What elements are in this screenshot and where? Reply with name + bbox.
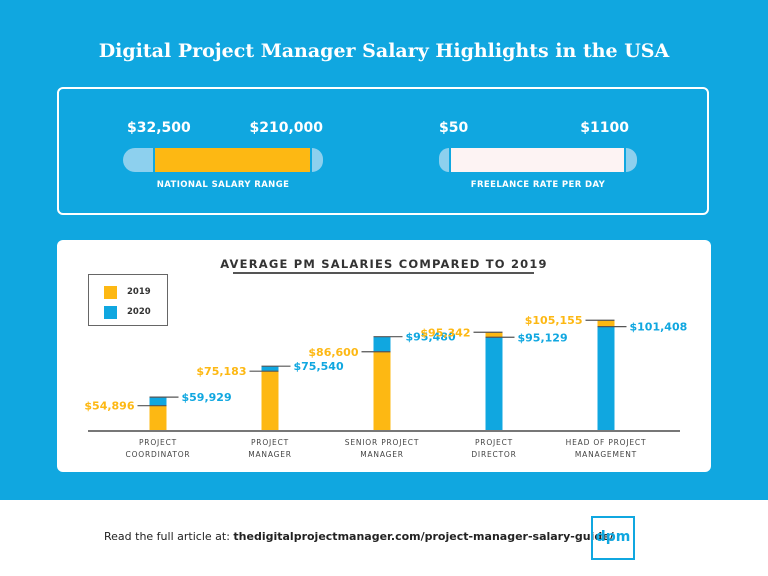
data-label-2019: $105,155 [525,314,583,327]
data-label-2019: $54,896 [84,400,134,413]
bar-segment-base [261,371,279,431]
bar-segment-base [149,405,167,431]
bar-segment-top [149,397,167,406]
salary-highlights-box [57,87,709,215]
category-label: MANAGER [248,450,292,459]
bar-segment-top [597,320,615,327]
range-bar-right-cap [626,148,637,172]
category-label: PROJECT [139,438,177,447]
range-low-value: $32,500 [127,120,191,136]
category-label: SENIOR PROJECT [345,438,419,447]
category-label: HEAD OF PROJECT [566,438,647,447]
range-low-value: $50 [439,120,469,136]
range-bar [123,148,323,172]
category-label: MANAGER [360,450,404,459]
data-label-2020: $75,540 [294,360,344,373]
range-label: FREELANCE RATE PER DAY [470,180,606,190]
category-label: DIRECTOR [471,450,516,459]
category-label: PROJECT [475,438,513,447]
bar-segment-top [261,366,279,372]
category-label: PROJECT [251,438,289,447]
range-bar-left-cap [439,148,449,172]
data-label-2019: $86,600 [308,346,358,359]
legend-label-2019: 2019 [127,287,151,297]
bar-segment-base [485,337,503,431]
legend-swatch-2019 [104,286,117,299]
range-high-value: $1100 [580,120,629,136]
footer-text: Read the full article at: thedigitalproj… [104,530,614,543]
data-label-2020: $59,929 [182,391,232,404]
legend-swatch-2020 [104,306,117,319]
data-label-2019: $95,342 [420,326,470,339]
range-bar-fill [155,148,310,172]
data-label-2020: $95,480 [406,331,456,344]
range-bar-right-cap [312,148,323,172]
bar-segment-base [373,351,391,431]
bar-segment-base [597,326,615,431]
range-label: NATIONAL SALARY RANGE [156,180,290,190]
range-bar-left-cap [123,148,153,172]
chart-legend: 2019 2020 [88,274,168,326]
dpm-logo: dpm [591,516,635,560]
data-label-2020: $95,129 [518,331,568,344]
range-high-value: $210,000 [249,120,323,136]
range-bar [439,148,637,172]
page-title: Digital Project Manager Salary Highlight… [98,40,670,62]
category-label: COORDINATOR [126,450,191,459]
data-label-2020: $101,408 [630,321,688,334]
chart-title: AVERAGE PM SALARIES COMPARED TO 2019 [220,257,548,271]
bar-segment-top [373,336,391,352]
chart-title-underline [233,272,534,274]
legend-label-2020: 2020 [127,307,151,317]
footer-prefix: Read the full article at: [104,530,234,543]
category-label: MANAGEMENT [575,450,637,459]
bar-segment-top [485,332,503,338]
data-label-2019: $75,183 [196,365,246,378]
range-bar-fill [451,148,624,172]
footer-link[interactable]: thedigitalprojectmanager.com/project-man… [233,530,614,543]
